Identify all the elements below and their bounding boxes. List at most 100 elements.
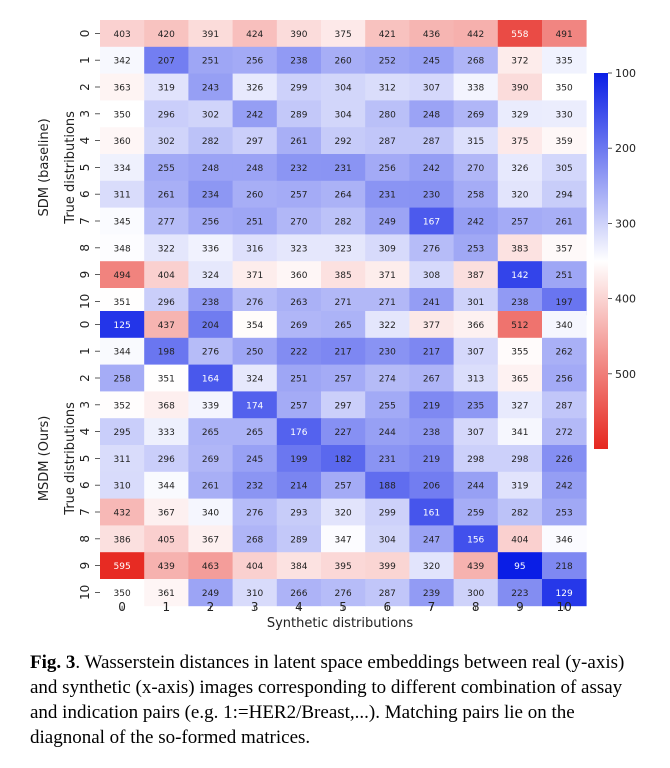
cell-value-label: 463	[202, 562, 219, 572]
heatmap-cell	[453, 46, 499, 74]
cell-value-label: 256	[246, 57, 263, 67]
cell-value-label: 366	[467, 321, 484, 331]
y-tick-label: 4	[78, 137, 92, 145]
heatmap-cell	[542, 391, 587, 419]
heatmap-cell	[497, 498, 543, 526]
cell-value-label: 357	[556, 244, 573, 254]
cell-value-label: 257	[335, 375, 352, 385]
cell-value-label: 242	[467, 218, 484, 228]
cell-value-label: 316	[246, 244, 263, 254]
cell-value-label: 258	[114, 375, 131, 385]
cell-value-label: 266	[290, 589, 307, 599]
heatmap-cell	[365, 391, 410, 419]
heatmap-cell	[232, 498, 278, 526]
cell-value-label: 404	[246, 562, 263, 572]
cell-value-label: 384	[290, 562, 307, 572]
heatmap-cell	[232, 579, 278, 607]
cell-value-label: 268	[467, 57, 484, 67]
x-tick-label: 1	[162, 600, 170, 614]
cell-value-label: 297	[335, 401, 352, 411]
heatmap-cell	[232, 234, 278, 262]
heatmap-cell	[365, 364, 410, 392]
heatmap-cell	[276, 418, 322, 446]
y-axis-label: True distributions	[63, 402, 78, 516]
heatmap-cell	[497, 20, 543, 48]
cell-value-label: 387	[467, 271, 484, 281]
cell-value-label: 299	[379, 509, 396, 519]
heatmap-cell	[409, 418, 454, 446]
heatmap-cell	[409, 207, 454, 235]
cell-value-label: 355	[511, 348, 528, 358]
heatmap-cell	[276, 364, 322, 392]
cell-value-label: 292	[335, 137, 352, 147]
heatmap-cell	[144, 288, 189, 316]
cell-value-label: 329	[511, 110, 528, 120]
cell-value-label: 251	[290, 375, 307, 385]
y-tick-label: 9	[78, 562, 92, 570]
heatmap-cell	[409, 471, 454, 499]
heatmap-cell	[321, 154, 366, 182]
heatmap-cell	[497, 234, 543, 262]
cell-value-label: 198	[158, 348, 175, 358]
cell-value-label: 164	[202, 375, 219, 385]
cell-value-label: 363	[114, 84, 131, 94]
cell-value-label: 270	[290, 218, 307, 228]
cell-value-label: 298	[511, 455, 528, 465]
cell-value-label: 350	[114, 589, 131, 599]
heatmap-cell	[497, 127, 543, 155]
heatmap-cell	[321, 391, 366, 419]
heatmap-cell	[321, 46, 366, 74]
heatmap-cell	[409, 234, 454, 262]
cell-value-label: 371	[379, 271, 396, 281]
heatmap-cell	[365, 498, 410, 526]
y-axis-label: True distributions	[63, 111, 78, 225]
heatmap-cell	[276, 471, 322, 499]
heatmap-cell	[542, 261, 587, 289]
cell-value-label: 375	[335, 30, 352, 40]
cell-value-label: 319	[158, 84, 175, 94]
heatmap-cell	[542, 364, 587, 392]
cell-value-label: 352	[114, 401, 131, 411]
heatmap-cell	[409, 445, 454, 473]
cell-value-label: 326	[246, 84, 263, 94]
cell-value-label: 272	[556, 428, 573, 438]
cell-value-label: 360	[114, 137, 131, 147]
cell-value-label: 274	[379, 375, 396, 385]
cell-value-label: 558	[511, 30, 528, 40]
heatmap-cell	[497, 154, 543, 182]
colorbar-gradient	[594, 73, 608, 449]
heatmap-cell	[409, 552, 454, 580]
heatmap-cell	[453, 180, 499, 208]
heatmap-cell	[232, 552, 278, 580]
cell-value-label: 494	[114, 271, 131, 281]
x-tick-label: 9	[516, 600, 524, 614]
cell-value-label: 251	[556, 271, 573, 281]
cell-value-label: 341	[511, 428, 528, 438]
heatmap-cell	[497, 180, 543, 208]
cell-value-label: 242	[246, 110, 263, 120]
heatmap-cell	[100, 261, 145, 289]
cell-value-label: 199	[290, 455, 307, 465]
cell-value-label: 249	[379, 218, 396, 228]
cell-value-label: 257	[511, 218, 528, 228]
heatmap-cell	[365, 207, 410, 235]
cell-value-label: 176	[290, 428, 307, 438]
heatmap-cell	[188, 127, 233, 155]
heatmap-cell	[188, 154, 233, 182]
cell-value-label: 242	[556, 482, 573, 492]
cell-value-label: 346	[556, 535, 573, 545]
x-tick-label: 8	[472, 600, 480, 614]
heatmap-cell	[321, 73, 366, 101]
cell-value-label: 257	[335, 482, 352, 492]
heatmap-cell	[144, 311, 189, 339]
heatmap-cell	[542, 579, 587, 607]
heatmap-cell	[453, 20, 499, 48]
heatmap-cell	[144, 100, 189, 128]
cell-value-label: 385	[335, 271, 352, 281]
cell-value-label: 313	[467, 375, 484, 385]
heatmap-cell	[365, 73, 410, 101]
heatmap-cell	[365, 311, 410, 339]
heatmap-cell	[321, 288, 366, 316]
cell-value-label: 252	[379, 57, 396, 67]
